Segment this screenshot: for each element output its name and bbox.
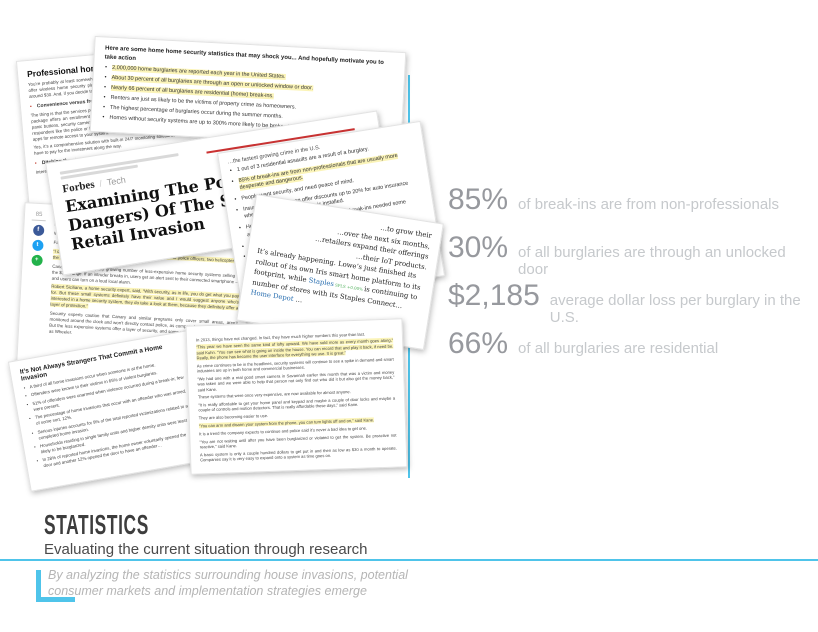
masthead-divider: / [98, 178, 103, 189]
clipping-body: …to grow their …over the next six months,… [250, 204, 433, 324]
stat-row: $2,185 average dollar loss per burglary … [448, 279, 818, 326]
stat-label: of all burglaries are through an unlocke… [518, 244, 786, 278]
masthead-section: Tech [106, 174, 127, 188]
stat-label: of all burglaries are residential [518, 340, 719, 357]
slide-title: STATISTICS [44, 509, 149, 540]
stat-value: 66% [448, 327, 509, 360]
stat-value: $2,185 [448, 279, 540, 312]
slide-subtitle: Evaluating the current situation through… [44, 541, 368, 558]
stat-row: 85% of break-ins are from non-profession… [448, 183, 818, 216]
stat-row: 66% of all burglaries are residential [448, 327, 818, 360]
corner-bracket [36, 570, 75, 602]
quote-line: consumer markets and implementation stra… [48, 584, 367, 599]
divider [31, 219, 46, 222]
share-column: 85 f t + [28, 212, 47, 271]
horizontal-divider [0, 559, 818, 561]
clipping-body: In 2013, things have not changed. In fac… [196, 330, 397, 463]
share-icon: + [30, 254, 43, 267]
share-count: 85 [35, 211, 43, 219]
stat-label: of break-ins are from non-professionals [518, 196, 780, 213]
stat-label: average dollar loss per burglary in the … [549, 292, 801, 326]
facebook-icon: f [32, 224, 44, 237]
stat-row: 30% of all burglaries are through an unl… [448, 231, 818, 278]
stats-panel: 85% of break-ins are from non-profession… [448, 183, 818, 360]
slide-quote: By analyzing the statistics surrounding … [48, 567, 408, 600]
quote-line: By analyzing the statistics surrounding … [48, 568, 408, 582]
share-icons: f t + [28, 224, 46, 267]
twitter-icon: t [31, 239, 44, 252]
stat-value: 30% [448, 231, 509, 264]
stat-value: 85% [448, 183, 509, 216]
clipping-security-interview: In 2013, things have not changed. In fac… [185, 318, 408, 475]
paragraph-text: They are also becoming easier to use. [198, 413, 269, 421]
